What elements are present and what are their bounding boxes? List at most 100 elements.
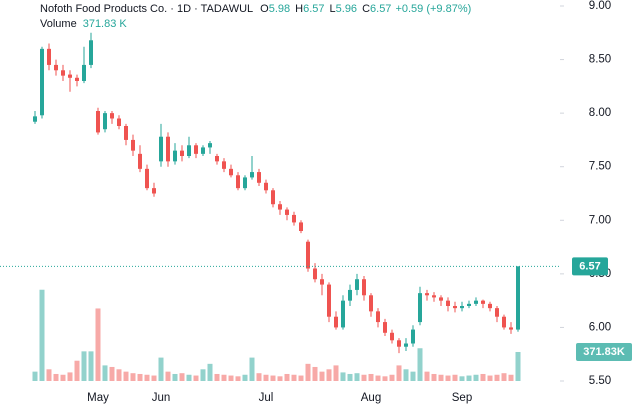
volume-bar — [494, 374, 500, 381]
volume-bar — [207, 363, 213, 381]
candle-body — [229, 168, 233, 176]
x-tick-label: May — [87, 392, 109, 404]
y-tick-label: 7.50 — [589, 161, 611, 173]
volume-bar — [403, 369, 409, 381]
candle-body — [257, 172, 261, 183]
candle-body — [68, 74, 72, 78]
volume-bar — [354, 373, 360, 381]
volume-bar — [312, 366, 318, 381]
candle-body — [124, 126, 128, 140]
y-tick-label: 8.50 — [589, 54, 611, 66]
candle-body — [299, 222, 303, 231]
candle-body — [348, 289, 352, 301]
volume-bar — [242, 374, 248, 381]
price-badge — [572, 257, 608, 276]
candle-body — [145, 168, 149, 189]
candle-body — [355, 279, 359, 290]
volume-bar — [291, 374, 297, 381]
volume-bar — [277, 376, 283, 381]
volume-bar — [298, 375, 304, 381]
candle-body — [383, 322, 387, 333]
candle-body — [390, 332, 394, 341]
candle-body — [264, 182, 268, 191]
volume-bar — [473, 374, 479, 381]
volume-bar — [438, 374, 444, 381]
candle-body — [495, 308, 499, 317]
volume-bar — [221, 374, 227, 381]
volume-bar — [382, 376, 388, 381]
x-tick-label: Aug — [361, 392, 381, 404]
volume-badge-label: 371.83K — [583, 346, 625, 358]
volume-bar — [186, 374, 192, 381]
volume-bar — [130, 373, 136, 381]
symbol-title: Nofoth Food Products Co. · 1D · TADAWUL — [40, 3, 253, 15]
volume-bar — [445, 375, 451, 381]
volume-bar — [151, 375, 157, 381]
volume-bar — [340, 372, 346, 381]
candle-body — [110, 113, 114, 119]
candle-body — [488, 303, 492, 309]
ohlc-value: 6.57 — [370, 3, 391, 15]
volume-bar — [466, 375, 472, 381]
volume-bar — [396, 365, 402, 381]
volume-bar — [459, 376, 465, 381]
candle-body — [327, 284, 331, 317]
volume-bar — [46, 369, 52, 381]
volume-bar — [452, 374, 458, 381]
volume-bar — [270, 375, 276, 381]
volume-bar — [480, 373, 486, 381]
candle-body — [159, 136, 163, 162]
volume-bar — [137, 373, 143, 381]
volume-bar — [123, 371, 129, 381]
candle-body — [362, 279, 366, 296]
volume-bar — [88, 351, 94, 381]
volume-bar — [109, 366, 115, 381]
candle-body — [33, 116, 37, 122]
ohlc-value: 5.96 — [336, 3, 357, 15]
candle-body — [243, 177, 247, 189]
candle-body — [474, 300, 478, 304]
candle-body — [278, 204, 282, 210]
volume-bar — [200, 369, 206, 381]
volume-bar — [305, 363, 311, 381]
y-tick-label: 6.00 — [589, 321, 611, 333]
candle-body — [222, 161, 226, 169]
volume-bar — [39, 289, 45, 381]
volume-bar — [347, 373, 353, 381]
volume-bar — [158, 357, 164, 381]
candle-body — [117, 118, 121, 126]
ohlc-value: 6.57 — [303, 3, 324, 15]
ohlc-key: H — [295, 3, 303, 15]
x-tick-label: Jun — [152, 392, 171, 404]
candle-body — [187, 145, 191, 156]
volume-bar — [501, 373, 507, 381]
volume-bar — [116, 369, 122, 381]
volume-bar — [333, 365, 339, 381]
change: +0.59 (+9.87%) — [395, 3, 471, 15]
ohlc-key: L — [330, 3, 336, 15]
candle-body — [54, 64, 58, 71]
candle-body — [138, 153, 142, 169]
volume-bar — [515, 351, 521, 381]
candle-body — [404, 343, 408, 347]
volume-bar — [249, 357, 255, 381]
candle-body — [467, 303, 471, 306]
candle-body — [516, 266, 520, 330]
y-tick-label: 7.00 — [589, 214, 611, 226]
candle-body — [320, 279, 324, 285]
candle-body — [341, 300, 345, 328]
candle-body — [215, 156, 219, 162]
volume-bar — [67, 372, 73, 381]
candle-body — [152, 188, 156, 194]
ohlc-value: 5.98 — [269, 3, 290, 15]
volume-bar — [389, 374, 395, 381]
candle-body — [271, 190, 275, 205]
candle-body — [89, 40, 93, 65]
volume-bar — [102, 365, 108, 381]
candle-body — [502, 316, 506, 328]
volume-bar — [263, 374, 269, 381]
candle-body — [82, 64, 86, 81]
candle-body — [47, 48, 51, 65]
volume-bar — [319, 371, 325, 381]
